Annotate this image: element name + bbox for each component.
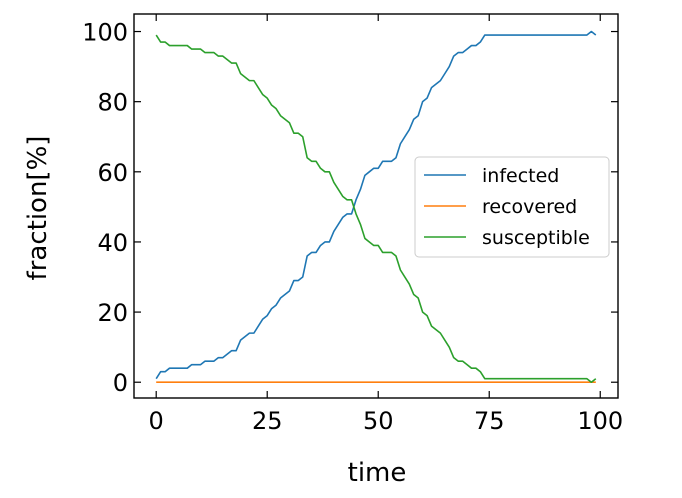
y-axis-label: fraction[%]: [23, 136, 53, 281]
series-line-susceptible: [155, 34, 597, 384]
x-tick-label: 50: [363, 407, 394, 435]
y-tick-label: 0: [113, 369, 128, 397]
plot-frame: [133, 13, 619, 399]
legend: infected recovered susceptible: [414, 156, 610, 258]
x-axis-label: time: [348, 458, 407, 488]
x-tick-label: 25: [252, 407, 283, 435]
x-tick-label: 75: [474, 407, 505, 435]
y-tick-label: 100: [82, 19, 128, 47]
legend-label-susceptible: susceptible: [482, 227, 590, 249]
y-tick-label: 80: [97, 89, 128, 117]
legend-label-infected: infected: [482, 165, 559, 187]
legend-label-recovered: recovered: [482, 196, 577, 218]
legend-box: [414, 156, 610, 258]
y-tick-label: 40: [97, 229, 128, 257]
x-tick-label: 100: [577, 407, 623, 435]
ticks-layer: 0 25 50 75 100 0 20 40 60 80 100: [82, 14, 623, 435]
series-layer: [155, 30, 597, 384]
x-tick-label: 0: [149, 407, 164, 435]
series-line-infected: [155, 30, 597, 380]
y-tick-label: 20: [97, 299, 128, 327]
y-tick-label: 60: [97, 159, 128, 187]
